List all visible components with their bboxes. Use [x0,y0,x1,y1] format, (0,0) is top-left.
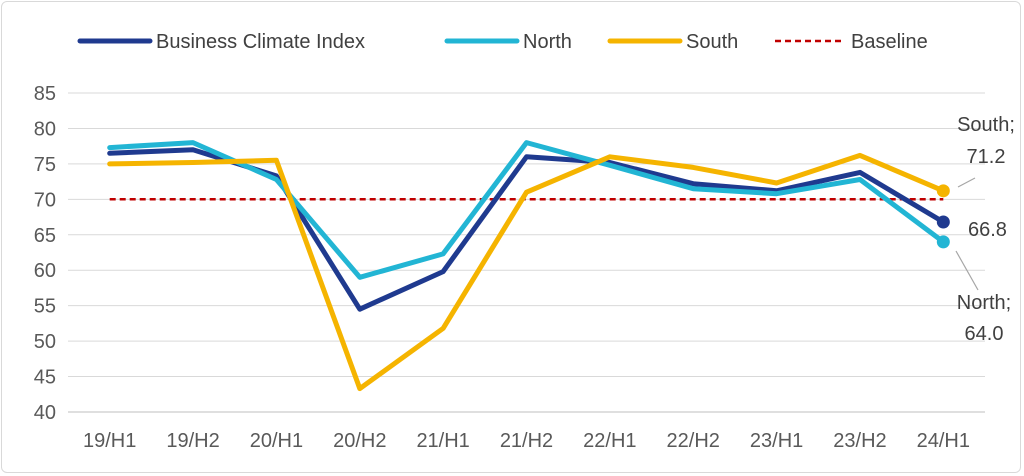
leader-line [957,177,976,188]
y-axis-ticks: 40 45 50 55 60 65 70 75 80 85 [34,83,56,424]
legend: Business Climate Index North South Baseline [77,31,928,53]
y-tick-label: 75 [34,154,56,176]
x-tick-label: 24/H1 [917,430,970,452]
series-line-south [107,152,946,392]
x-tick-label: 19/H1 [83,430,136,452]
x-tick-label: 21/H2 [500,430,553,452]
x-tick-label: 19/H2 [166,430,219,452]
y-tick-label: 85 [34,83,56,105]
end-marker-north [936,235,950,249]
y-tick-label: 40 [34,402,56,424]
end-markers [936,184,950,249]
data-labels: South; 71.2 66.8 North; 64.0 [955,114,1015,345]
x-tick-label: 22/H2 [667,430,720,452]
end-marker-south [936,184,950,198]
y-tick-label: 70 [34,189,56,211]
y-tick-label: 50 [34,331,56,353]
y-tick-label: 45 [34,367,56,389]
x-tick-label: 20/H2 [333,430,386,452]
legend-label: Business Climate Index [156,31,365,53]
series-line-business-climate-index [107,147,946,312]
x-tick-label: 22/H1 [583,430,636,452]
data-label: North; [957,292,1011,314]
data-label: 64.0 [965,323,1004,345]
y-tick-label: 80 [34,118,56,140]
series-line-north [107,140,946,280]
gridlines [68,92,985,413]
legend-label: North [523,31,572,53]
x-tick-label: 23/H1 [750,430,803,452]
series-lines [107,140,946,392]
legend-label: Baseline [851,31,928,53]
data-label: South; [957,114,1015,136]
x-tick-label: 20/H1 [250,430,303,452]
x-axis-ticks: 19/H1 19/H2 20/H1 20/H2 21/H1 21/H2 22/H1 22/H2… [83,430,970,452]
x-tick-label: 23/H2 [833,430,886,452]
y-tick-label: 55 [34,296,56,318]
leader-line [955,250,979,291]
y-tick-label: 65 [34,225,56,247]
data-label: 66.8 [968,219,1007,241]
legend-label: South [686,31,738,53]
end-marker-business-climate-index [936,215,950,229]
x-tick-label: 21/H1 [416,430,469,452]
y-tick-label: 60 [34,260,56,282]
data-label: 71.2 [967,146,1006,168]
